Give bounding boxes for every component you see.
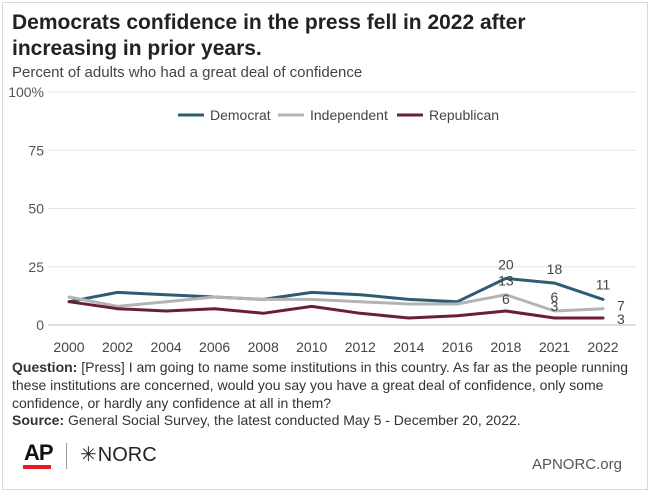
y-tick-label: 25 <box>28 259 44 275</box>
line-chart: 0 25 50 75 100% 2000 2002 2004 2006 2008 2010 2012 2… <box>8 84 636 355</box>
data-label: 3 <box>617 311 625 327</box>
x-tick-label: 2010 <box>296 339 327 355</box>
site-link[interactable]: APNORC.org <box>531 456 622 473</box>
y-tick-label: 75 <box>28 142 44 158</box>
x-tick-label: 2016 <box>442 339 473 355</box>
norc-logo: ✳NORC <box>80 442 157 467</box>
series-line-democrat <box>67 276 605 304</box>
data-label: 7 <box>617 298 625 314</box>
y-tick-label: 100% <box>8 84 44 100</box>
chart-frame <box>2 2 648 490</box>
norc-logo-text: NORC <box>97 444 157 466</box>
source-note: Source: General Social Survey, the lates… <box>12 412 521 428</box>
ap-logo: AP <box>24 440 54 465</box>
x-tick-label: 2022 <box>587 339 618 355</box>
series-line-independent <box>67 293 605 313</box>
data-label: 18 <box>547 261 563 277</box>
x-tick-label: 2006 <box>199 339 230 355</box>
x-tick-label: 2021 <box>539 339 570 355</box>
x-tick-label: 2004 <box>151 339 182 355</box>
data-label: 20 <box>498 256 514 272</box>
ap-logo-bar <box>23 465 51 469</box>
legend-label-democrat: Democrat <box>210 107 271 123</box>
x-tick-label: 2000 <box>53 339 84 355</box>
data-label: 6 <box>502 291 510 307</box>
chart-subtitle: Percent of adults who had a great deal o… <box>12 64 363 81</box>
source-label: Source: <box>12 412 65 428</box>
question-note: Question: [Press] I am going to name som… <box>12 358 640 412</box>
y-tick-label: 0 <box>36 317 44 333</box>
data-label: 6 <box>551 289 559 305</box>
x-tick-label: 2014 <box>393 339 424 355</box>
chart-title: Democrats confidence in the press fell i… <box>12 11 526 60</box>
data-label: 13 <box>498 273 514 289</box>
question-text: [Press] I am going to name some institut… <box>12 359 629 411</box>
norc-star-icon: ✳ <box>80 444 97 466</box>
legend-label-independent: Independent <box>310 107 388 123</box>
data-label: 3 <box>551 298 559 314</box>
series-line-republican <box>67 300 605 320</box>
data-label: 11 <box>596 276 611 292</box>
x-tick-label: 2002 <box>102 339 133 355</box>
x-tick-label: 2008 <box>248 339 279 355</box>
logo-divider <box>66 443 67 469</box>
x-tick-label: 2012 <box>345 339 376 355</box>
legend-label-republican: Republican <box>429 107 499 123</box>
y-tick-label: 50 <box>28 201 44 217</box>
question-label: Question: <box>12 359 78 375</box>
source-text: General Social Survey, the latest conduc… <box>68 412 521 428</box>
x-tick-label: 2018 <box>490 339 521 355</box>
